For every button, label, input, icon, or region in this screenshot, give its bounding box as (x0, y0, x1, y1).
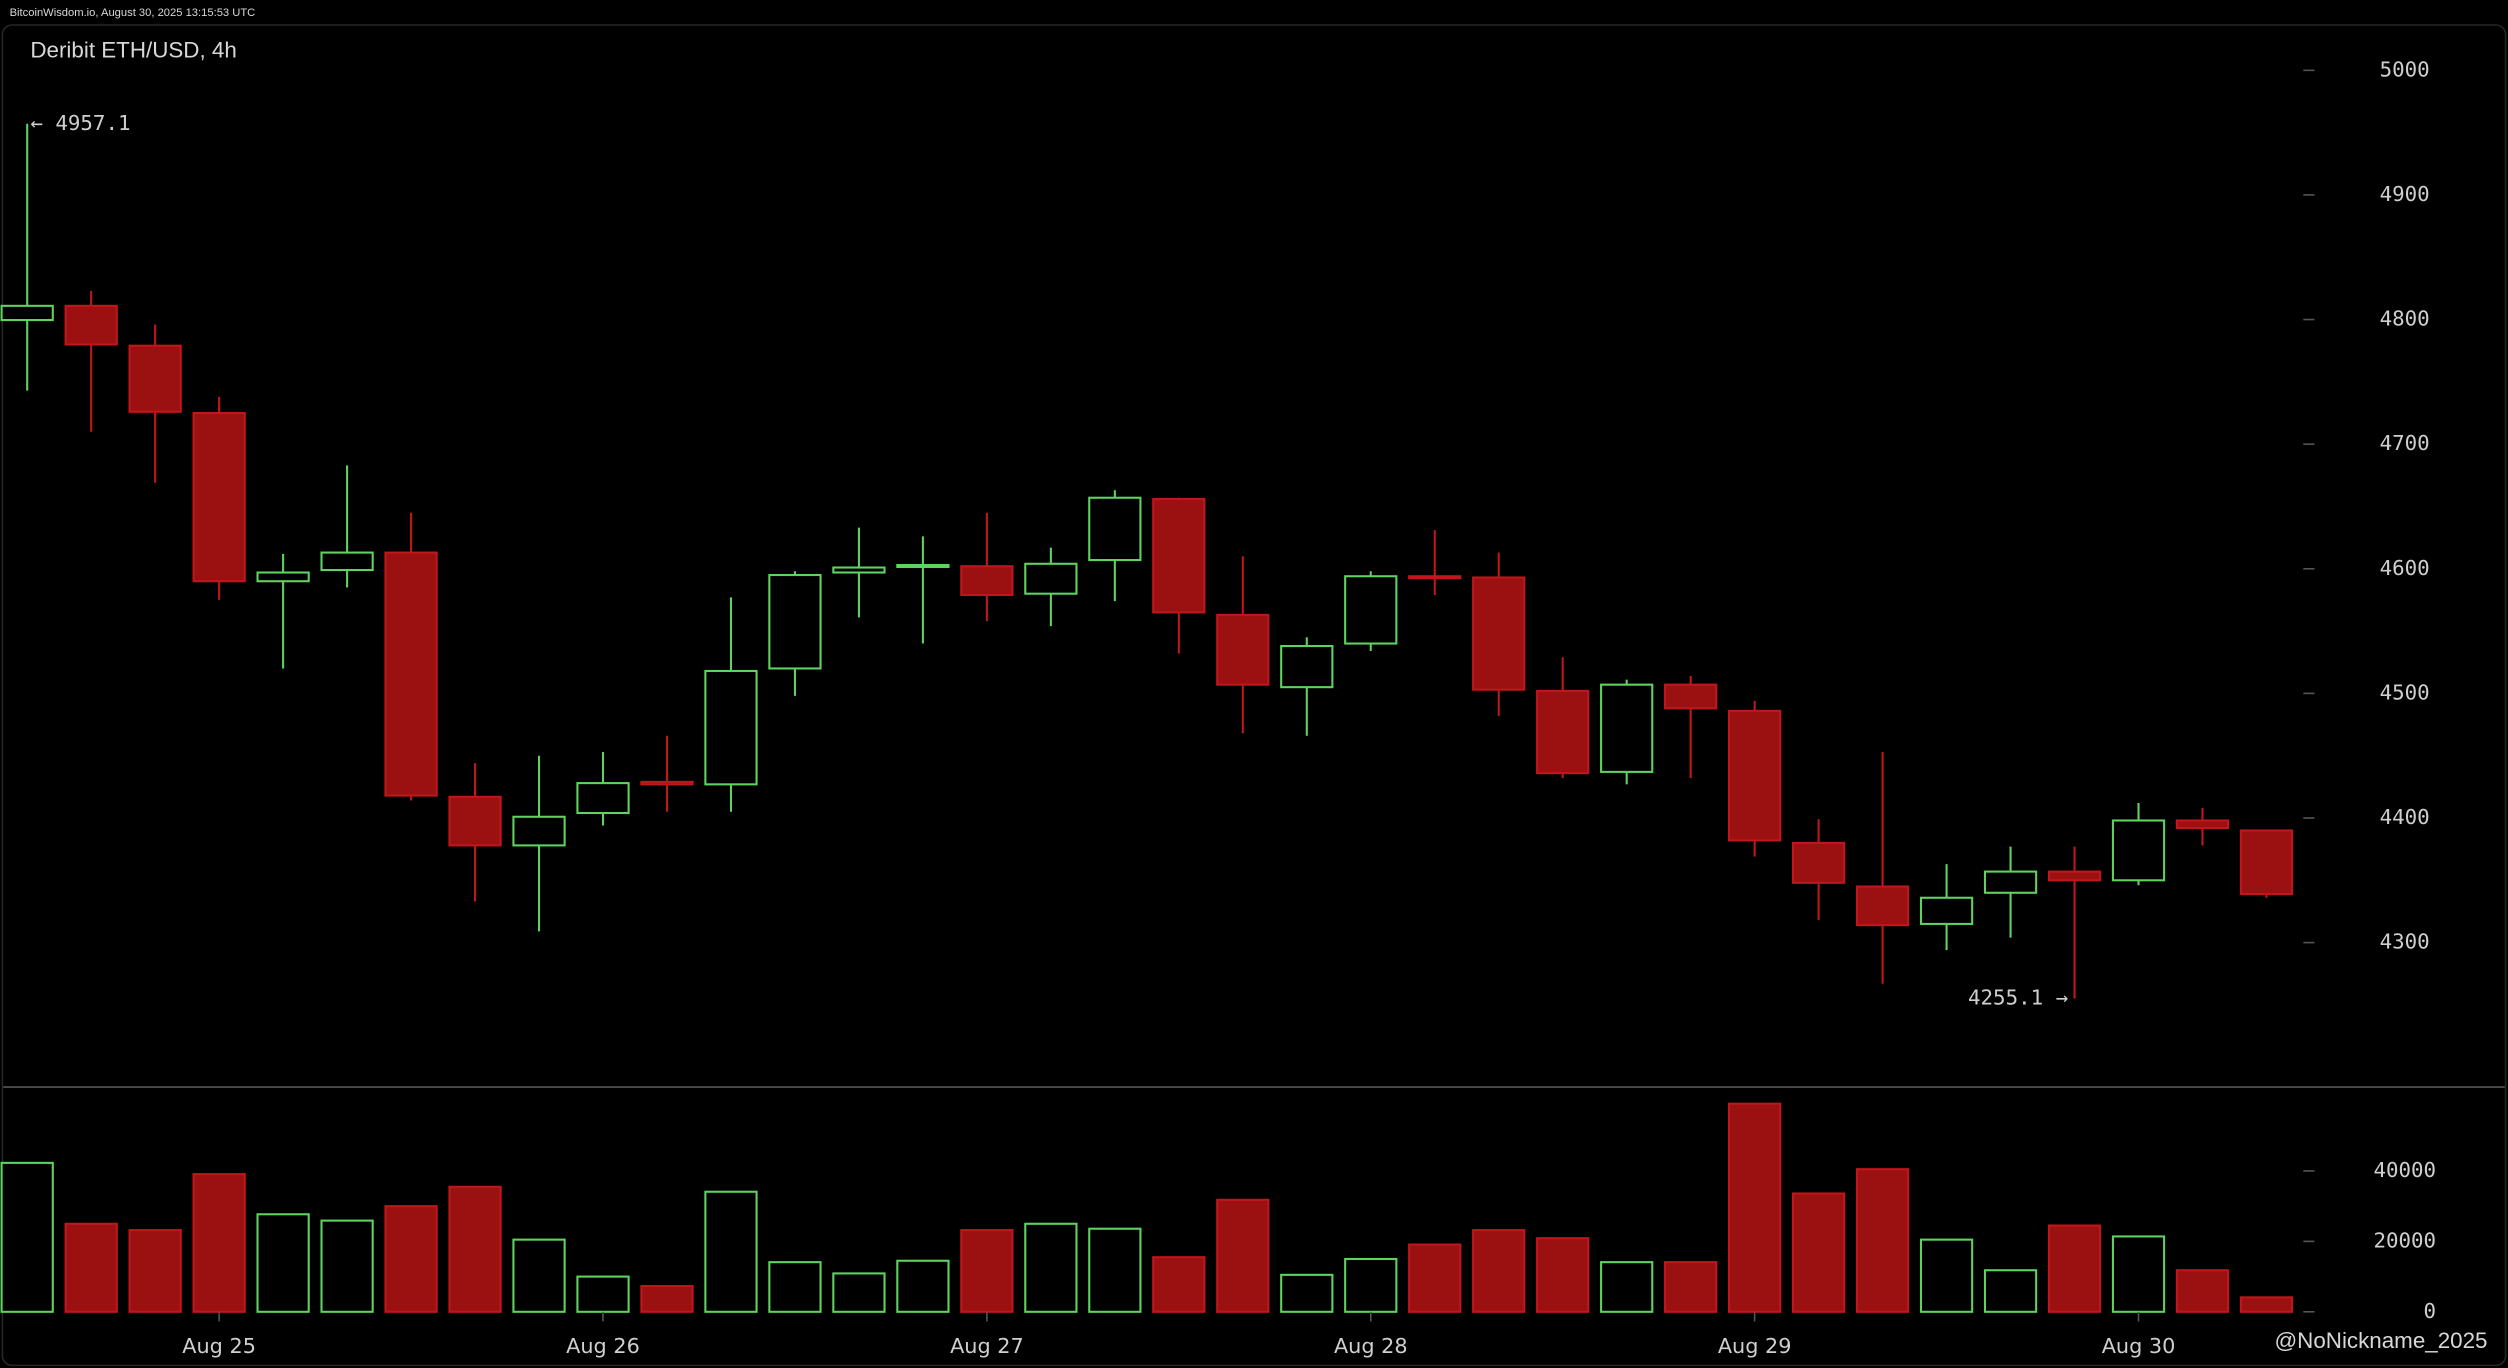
candle-body (2239, 829, 2294, 896)
candle-body (1855, 885, 1910, 927)
x-tick-label: Aug 26 (566, 1334, 640, 1358)
candle-body (1152, 497, 1206, 614)
annotation: ← 4957.1 (30, 111, 130, 135)
volume-bar (1216, 1198, 1270, 1313)
volume-bar (2175, 1269, 2230, 1313)
candle-body (1408, 575, 1462, 580)
candle-body (2111, 819, 2166, 882)
candle-body (64, 304, 118, 346)
candle-body (1280, 644, 1334, 689)
candle-body (832, 566, 886, 574)
volume-bar (1024, 1222, 1078, 1313)
y-tick-label: 4400 (2380, 805, 2430, 829)
volume-bar (704, 1190, 758, 1313)
candle-body (1728, 709, 1782, 842)
candle-body (1216, 613, 1270, 686)
candle-body (320, 551, 374, 572)
candle-body (256, 571, 310, 583)
volume-bar (192, 1173, 246, 1313)
x-tick-label: Aug 29 (1718, 1334, 1792, 1358)
y-tick-label: 4600 (2380, 556, 2430, 580)
candle-body (1472, 576, 1526, 691)
volume-bar (0, 1161, 54, 1313)
y-tick-label: 4800 (2380, 307, 2430, 331)
candle-body (1344, 575, 1398, 645)
candle-body (192, 411, 246, 583)
volume-bar (1472, 1229, 1526, 1313)
volume-bar (1600, 1261, 1654, 1313)
x-tick-label: Aug 30 (2102, 1334, 2176, 1358)
candle-body (1983, 870, 2038, 894)
candle-body (768, 573, 822, 670)
volume-bar (1728, 1102, 1782, 1313)
candle-body (1664, 683, 1718, 710)
candle-body (128, 344, 182, 413)
candle-body (0, 304, 54, 322)
candle-body (1024, 562, 1078, 595)
chart-title: Deribit ETH/USD, 4h (30, 37, 236, 62)
candle-body (384, 551, 438, 797)
volume-bar (2047, 1224, 2102, 1313)
y-tick-label: 5000 (2380, 57, 2430, 81)
watermark: @NoNickname_2025 (2274, 1328, 2487, 1353)
volume-bar (832, 1272, 886, 1313)
header: BitcoinWisdom.io, August 30, 2025 13:15:… (10, 7, 256, 19)
volume-bar (768, 1261, 822, 1313)
candle-body (448, 795, 502, 847)
volume-bar (1983, 1269, 2038, 1313)
volume-bar (1664, 1261, 1718, 1313)
panel-frame (1, 24, 2507, 1367)
volume-bar (448, 1185, 502, 1313)
candle-body (1919, 896, 1974, 925)
candle-body (1088, 496, 1142, 562)
volume-bar (1088, 1227, 1142, 1313)
volume-bar (384, 1205, 438, 1313)
y-tick-label: 4900 (2380, 182, 2430, 206)
candle-body (2047, 870, 2102, 882)
volume-bar (1791, 1192, 1846, 1313)
candle-body (640, 780, 694, 786)
volume-bar (128, 1229, 182, 1313)
volume-bar (1855, 1168, 1910, 1313)
volume-bar (320, 1219, 374, 1313)
y-tick-label: 4500 (2380, 680, 2430, 704)
candle-body (1600, 683, 1654, 773)
volume-bar (1152, 1256, 1206, 1313)
candle-body (1536, 689, 1590, 775)
x-tick-label: Aug 25 (182, 1334, 256, 1358)
x-tick-label: Aug 28 (1334, 1334, 1408, 1358)
volume-bar (896, 1259, 950, 1313)
volume-bar (256, 1213, 310, 1313)
y-tick-label: 4300 (2380, 930, 2430, 954)
candle-body (1791, 841, 1846, 884)
volume-bar (1919, 1238, 1974, 1313)
volume-bar (64, 1222, 118, 1313)
x-tick-label: Aug 27 (950, 1334, 1024, 1358)
candle-body (576, 782, 630, 815)
volume-bar (1536, 1237, 1590, 1313)
candle-body (960, 565, 1014, 596)
volume-tick-label: 20000 (2373, 1228, 2436, 1252)
volume-bar (1408, 1243, 1462, 1313)
candle-body (2175, 819, 2230, 830)
volume-bar (960, 1229, 1014, 1313)
volume-bar (640, 1285, 694, 1313)
volume-bar (1280, 1273, 1334, 1313)
volume-bar (1344, 1257, 1398, 1313)
volume-bar (576, 1275, 630, 1313)
volume-bar (2111, 1235, 2166, 1313)
volume-tick-label: 40000 (2373, 1158, 2436, 1182)
candle-body (896, 563, 950, 568)
volume-tick-label: 0 (2424, 1299, 2437, 1323)
candle-body (704, 669, 758, 786)
volume-bar (2239, 1296, 2294, 1313)
y-tick-label: 4700 (2380, 431, 2430, 455)
volume-bar (512, 1238, 566, 1313)
candle-body (512, 815, 566, 847)
annotation: 4255.1 → (1968, 986, 2068, 1010)
